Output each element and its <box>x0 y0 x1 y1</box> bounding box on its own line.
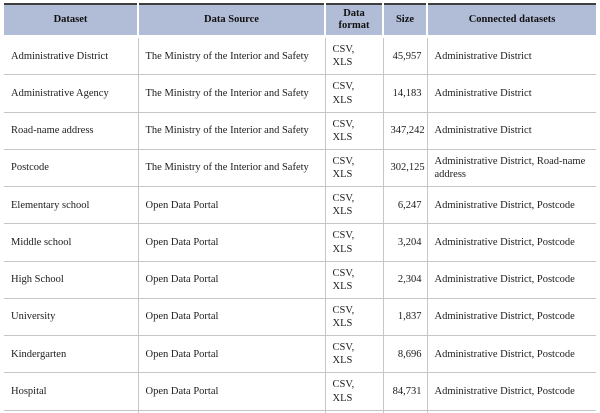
cell-format: CSV, XLS <box>324 372 383 411</box>
column-header-dataset: Dataset <box>4 4 138 39</box>
cell-dataset: Cultural Heritage <box>4 409 138 413</box>
cell-dataset: Kindergarten <box>4 335 138 373</box>
cell-dataset: High School <box>4 260 138 299</box>
cell-size: 14,183 <box>382 74 427 113</box>
cell-format: CSV, XLS <box>324 260 383 299</box>
cell-source: Open Data Portal <box>137 372 325 411</box>
cell-size: 3,204 <box>382 223 427 262</box>
cell-connected: Administrative District, Road-name addre… <box>426 148 596 187</box>
cell-format: CSV, XLS <box>324 223 383 262</box>
cell-size: 6,247 <box>382 186 427 224</box>
table-row: Middle school Open Data Portal CSV, XLS 3,2… <box>4 223 596 262</box>
table-row: Administrative Agency The Ministry of the… <box>4 74 596 113</box>
cell-dataset: Administrative District <box>11 50 109 62</box>
cell-source: Open Data Portal <box>137 223 325 262</box>
cell-source: The Ministry of the Interior and Safety <box>137 111 325 150</box>
cell-connected: Administrative District <box>426 409 596 413</box>
cell-source: Open Data Portal <box>137 409 325 413</box>
table-row: Road-name address The Ministry of the Int… <box>4 111 596 150</box>
cell-dataset: Elementary school <box>4 186 138 224</box>
cell-format: CSV, XLS <box>324 409 383 413</box>
cell-format: CSV, XLS <box>324 36 383 75</box>
header-row: Dataset Data Source Data format Size Con… <box>4 4 596 39</box>
table-row: High School Open Data Portal CSV, XLS 2,304… <box>4 260 596 299</box>
cell-dataset: Road-name address <box>4 111 138 150</box>
datasets-table: Dataset Data Source Data format Size Con… <box>4 3 596 413</box>
cell-format: CSV, XLS <box>324 148 383 187</box>
table-row: Administrative District The Ministry of t… <box>4 36 596 75</box>
table-row: University Open Data Portal CSV, XLS 1,837 A… <box>4 297 596 336</box>
cell-size: 347,242 <box>382 111 427 150</box>
column-header-size: Size <box>382 4 427 39</box>
cell-dataset: Postcode <box>4 148 138 187</box>
cell-connected: Administrative District, Postcode <box>426 297 596 336</box>
cell-source: The Ministry of the Interior and Safety <box>137 148 325 187</box>
cell-dataset: Middle school <box>4 223 138 262</box>
cell-size: 302,125 <box>382 148 427 187</box>
table-row: Kindergarten Open Data Portal CSV, XLS 8,69… <box>4 335 596 373</box>
cell-source: Open Data Portal <box>137 335 325 373</box>
cell-dataset: Administrative Agency <box>4 74 138 113</box>
cell-connected: Administrative District <box>426 74 596 113</box>
cell-connected: Administrative District, Postcode <box>426 223 596 262</box>
cell-source: The Ministry of the Interior and Safety <box>137 74 325 113</box>
table-body: Administrative District The Ministry of t… <box>4 36 596 413</box>
table-header: Dataset Data Source Data format Size Con… <box>4 4 596 39</box>
cell-size: 2,304 <box>382 260 427 299</box>
column-header-source: Data Source <box>137 4 325 39</box>
cell-size: 13,704 <box>382 409 427 413</box>
cell-connected: Administrative District <box>426 36 596 75</box>
cell-dataset: University <box>4 297 138 336</box>
cell-format: CSV, XLS <box>324 335 383 373</box>
cell-source: The Ministry of the Interior and Safety <box>137 36 325 75</box>
cell-connected: Administrative District, Postcode <box>426 186 596 224</box>
cell-size: 84,731 <box>382 372 427 411</box>
cell-connected: Administrative District, Postcode <box>426 372 596 411</box>
cell-format: CSV, XLS <box>324 74 383 113</box>
cell-size: 45,957 <box>382 36 427 75</box>
cell-size: 1,837 <box>382 297 427 336</box>
cell-connected: Administrative District, Postcode <box>426 335 596 373</box>
table-row: Elementary school Open Data Portal CSV, XL… <box>4 186 596 224</box>
cell-source: Open Data Portal <box>137 297 325 336</box>
cell-connected: Administrative District <box>426 111 596 150</box>
cell-format: CSV, XLS <box>324 111 383 150</box>
column-header-format: Data format <box>324 4 383 39</box>
table-row: Hospital Open Data Portal CSV, XLS 84,731 Ad… <box>4 372 596 411</box>
cell-format: CSV, XLS <box>324 186 383 224</box>
column-header-connected: Connected datasets <box>426 4 596 39</box>
cell-source: Open Data Portal <box>137 186 325 224</box>
cell-dataset: Hospital <box>4 372 138 411</box>
cell-connected: Administrative District, Postcode <box>426 260 596 299</box>
table-row: Postcode The Ministry of the Interior and… <box>4 148 596 187</box>
cell-source: Open Data Portal <box>137 260 325 299</box>
cell-format: CSV, XLS <box>324 297 383 336</box>
cell-size: 8,696 <box>382 335 427 373</box>
